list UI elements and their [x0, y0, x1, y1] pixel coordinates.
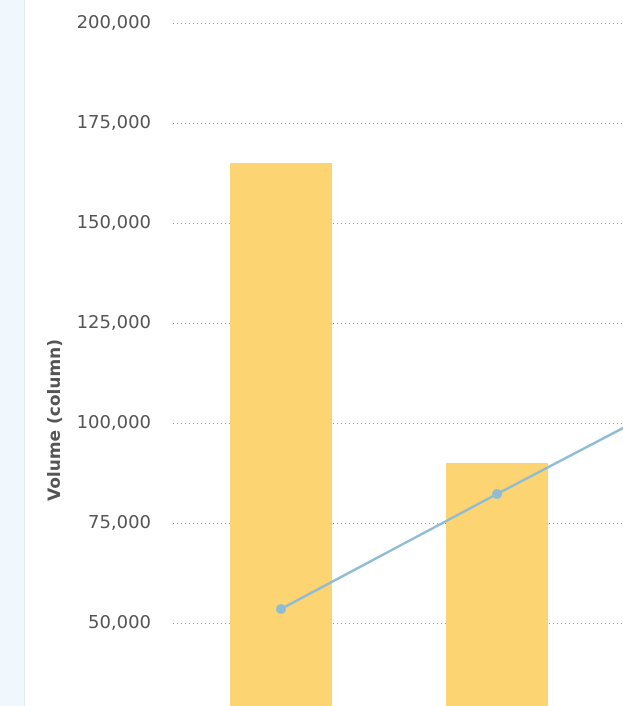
line-point: [276, 604, 286, 614]
y-tick-label: 100,000: [77, 412, 151, 433]
y-tick-label: 200,000: [77, 12, 151, 33]
grid: 50,000 75,000 100,000 125,000 150,000 175,000…: [77, 12, 623, 633]
y-tick-label: 125,000: [77, 312, 151, 333]
y-axis-title: Volume (column): [45, 339, 65, 501]
marks: [230, 163, 623, 706]
line-point: [492, 489, 502, 499]
y-tick-label: 150,000: [77, 212, 151, 233]
bar: [446, 463, 548, 706]
y-tick-label: 75,000: [88, 512, 151, 533]
side-panel: [0, 0, 24, 706]
y-tick-label: 50,000: [88, 612, 151, 633]
bar: [230, 163, 332, 706]
y-tick-label: 175,000: [77, 112, 151, 133]
